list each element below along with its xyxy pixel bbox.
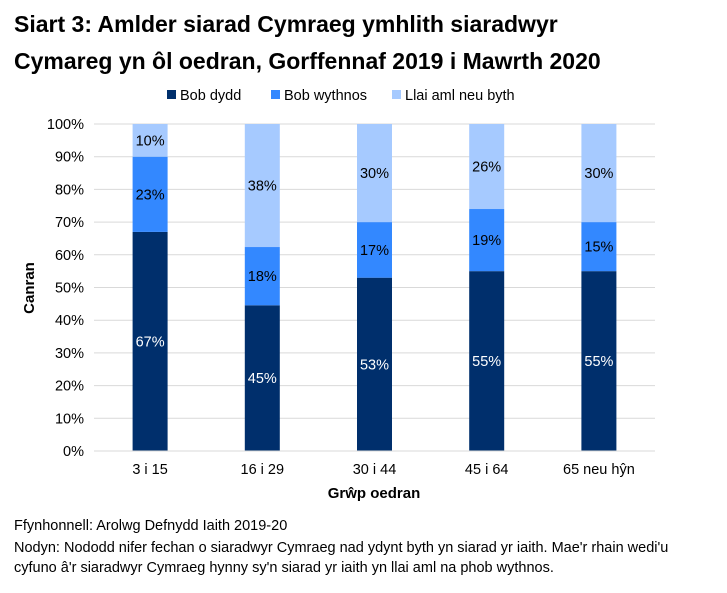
bar-segment [132, 231, 168, 451]
bar-segment [357, 222, 392, 278]
title-line-1: Siart 3: Amlder siarad Cymraeg ymhlith s… [14, 11, 558, 37]
title-line-2: Cymareg yn ôl oedran, Gorffennaf 2019 i … [14, 48, 601, 74]
y-tick-label: 20% [55, 379, 84, 395]
footnote-line-2: cyfuno â'r siaradwyr Cymraeg hynny sy'n … [14, 560, 554, 576]
bar-segment [132, 156, 168, 232]
x-axis-title: Grŵp oedran [328, 485, 421, 502]
data-label: 19% [472, 233, 501, 249]
y-tick-label: 0% [63, 444, 84, 460]
bar-segment [244, 247, 280, 306]
y-axis-title: Canran [21, 262, 38, 314]
source-note: Ffynhonnell: Arolwg Defnydd Iaith 2019-2… [14, 518, 288, 534]
data-label: 30% [584, 166, 613, 182]
data-label: 55% [584, 354, 613, 370]
data-label: 18% [248, 269, 277, 285]
data-label: 10% [136, 133, 165, 149]
bar-segment [581, 124, 617, 223]
footnote-line-1: Nodyn: Nododd nifer fechan o siaradwyr C… [14, 540, 669, 556]
x-tick-label: 3 i 15 [132, 462, 167, 478]
x-tick-label: 65 neu hŷn [563, 462, 635, 478]
legend-swatch [271, 90, 280, 99]
data-label: 23% [136, 187, 165, 203]
y-tick-label: 10% [55, 411, 84, 427]
y-tick-label: 80% [55, 182, 84, 198]
bar-segment [469, 209, 505, 272]
x-tick-label: 45 i 64 [465, 462, 509, 478]
chart-title: Siart 3: Amlder siarad Cymraeg ymhlith s… [14, 6, 601, 80]
bar-segment [132, 124, 168, 157]
legend-label: Bob dydd [180, 88, 241, 104]
y-tick-label: 70% [55, 215, 84, 231]
bar-segment [581, 271, 617, 451]
x-tick-label: 30 i 44 [353, 462, 397, 478]
y-tick-label: 50% [55, 281, 84, 297]
data-label: 38% [248, 179, 277, 195]
data-label: 26% [472, 160, 501, 176]
bar-segment [244, 305, 280, 451]
data-label: 30% [360, 166, 389, 182]
data-label: 17% [360, 243, 389, 259]
x-tick-label: 16 i 29 [241, 462, 285, 478]
data-label: 15% [584, 240, 613, 256]
y-tick-label: 60% [55, 248, 84, 264]
legend-swatch [167, 90, 176, 99]
y-tick-label: 30% [55, 346, 84, 362]
data-label: 45% [248, 371, 277, 387]
data-label: 53% [360, 357, 389, 373]
legend-label: Llai aml neu byth [405, 88, 515, 104]
y-tick-label: 100% [47, 117, 84, 133]
stacked-bar-chart: 0% 10% 20% 30% 40% 50% 60% 70% 80% 90% 100% Canran 6… [21, 88, 655, 502]
legend-label: Bob wythnos [284, 88, 367, 104]
bar-segment [581, 222, 617, 272]
bar-segment [469, 124, 505, 210]
bar-segment [469, 271, 505, 451]
bar-segment [244, 124, 280, 248]
bar-segment [357, 277, 392, 451]
y-tick-label: 40% [55, 313, 84, 329]
data-label: 67% [136, 334, 165, 350]
bar-segment [357, 124, 392, 223]
data-label: 55% [472, 354, 501, 370]
y-tick-label: 90% [55, 150, 84, 166]
legend-swatch [392, 90, 401, 99]
